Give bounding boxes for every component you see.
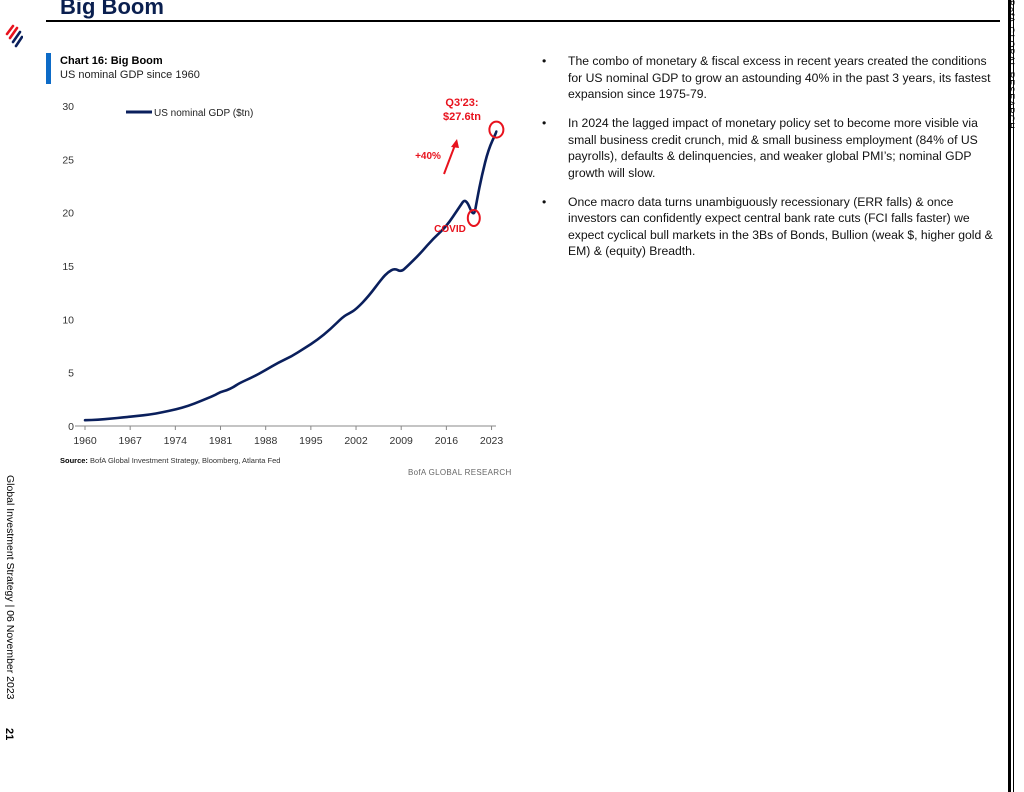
bofa-logo-icon	[5, 24, 23, 48]
page-number: 21	[2, 728, 18, 748]
y-axis: 0 5 10 15 20 25 30	[62, 101, 74, 433]
right-edge-rule	[1008, 0, 1011, 792]
annotation-q3-label: Q3'23:	[445, 97, 478, 109]
bullet-text: The combo of monetary & fiscal excess in…	[568, 54, 991, 101]
source-text: BofA Global Investment Strategy, Bloombe…	[90, 456, 281, 465]
bullet-text: Once macro data turns unambiguously rece…	[568, 194, 993, 259]
y-tick-label: 15	[62, 261, 74, 273]
x-tick-label: 1960	[73, 435, 97, 447]
chart-title: Chart 16: Big Boom	[60, 55, 163, 67]
bullet-text: In 2024 the lagged impact of monetary po…	[568, 116, 978, 180]
legend: US nominal GDP ($tn)	[126, 108, 253, 119]
x-axis: 1960 1967 1974 1981 1988 1995 2002 2009 2016 2023	[73, 426, 503, 447]
y-tick-label: 0	[68, 421, 74, 433]
annotation-covid-label: COVID	[434, 224, 466, 235]
chart-subtitle: US nominal GDP since 1960	[60, 69, 200, 81]
chart-brand: BofA GLOBAL RESEARCH	[408, 468, 512, 477]
series-group	[83, 130, 498, 422]
x-tick-label: 2023	[480, 435, 504, 447]
side-label: Global Investment Strategy | 06 November…	[4, 475, 18, 705]
x-tick-label: 2016	[435, 435, 459, 447]
source-label: Source:	[60, 456, 88, 465]
x-tick-label: 2009	[390, 435, 414, 447]
corner-label: BofA GLOBAL RESEARCH	[1004, 0, 1020, 130]
bullet-item: • The combo of monetary & fiscal excess …	[538, 53, 993, 103]
bullet-dot-icon: •	[542, 116, 547, 130]
side-label-text: Global Investment Strategy | 06 November…	[4, 475, 16, 700]
title-divider	[46, 20, 1000, 22]
annotations: Q3'23: $27.6tn +40% COVID	[415, 97, 505, 235]
x-tick-label: 1981	[209, 435, 233, 447]
y-tick-label: 10	[62, 314, 74, 326]
chart-source: Source: BofA Global Investment Strategy,…	[60, 456, 280, 465]
x-tick-label: 1967	[118, 435, 142, 447]
page-title: Big Boom	[60, 0, 164, 19]
commentary-bullets: • The combo of monetary & fiscal excess …	[538, 53, 993, 272]
x-tick-label: 1995	[299, 435, 323, 447]
chart-accent-bar	[46, 53, 51, 84]
bullet-item: • Once macro data turns unambiguously re…	[538, 194, 993, 260]
x-tick-label: 1988	[254, 435, 278, 447]
annotation-growth-label: +40%	[415, 151, 441, 162]
y-tick-label: 20	[62, 208, 74, 220]
bullet-item: • In 2024 the lagged impact of monetary …	[538, 115, 993, 181]
x-tick-label: 1974	[164, 435, 188, 447]
bullet-dot-icon: •	[542, 54, 547, 68]
legend-label: US nominal GDP ($tn)	[154, 108, 253, 119]
y-tick-label: 30	[62, 101, 74, 113]
bullet-dot-icon: •	[542, 194, 547, 209]
right-edge-rule-thin	[1013, 0, 1014, 792]
highlight-circle-covid	[466, 209, 481, 227]
growth-arrow-head	[451, 139, 459, 148]
gdp-line-chart: 0 5 10 15 20 25 30 1960 1967 1974 1981 1988 1995 200…	[62, 97, 505, 447]
page-number-text: 21	[3, 728, 15, 741]
y-tick-label: 5	[68, 368, 74, 380]
highlight-circle-q3	[488, 120, 505, 139]
x-tick-label: 2002	[344, 435, 368, 447]
y-tick-label: 25	[62, 154, 74, 166]
annotation-q3-value: $27.6tn	[443, 111, 481, 123]
growth-arrow	[443, 144, 456, 175]
series-line-us-nominal-gdp	[83, 130, 498, 422]
corner-label-text: BofA GLOBAL RESEARCH	[1006, 0, 1016, 130]
